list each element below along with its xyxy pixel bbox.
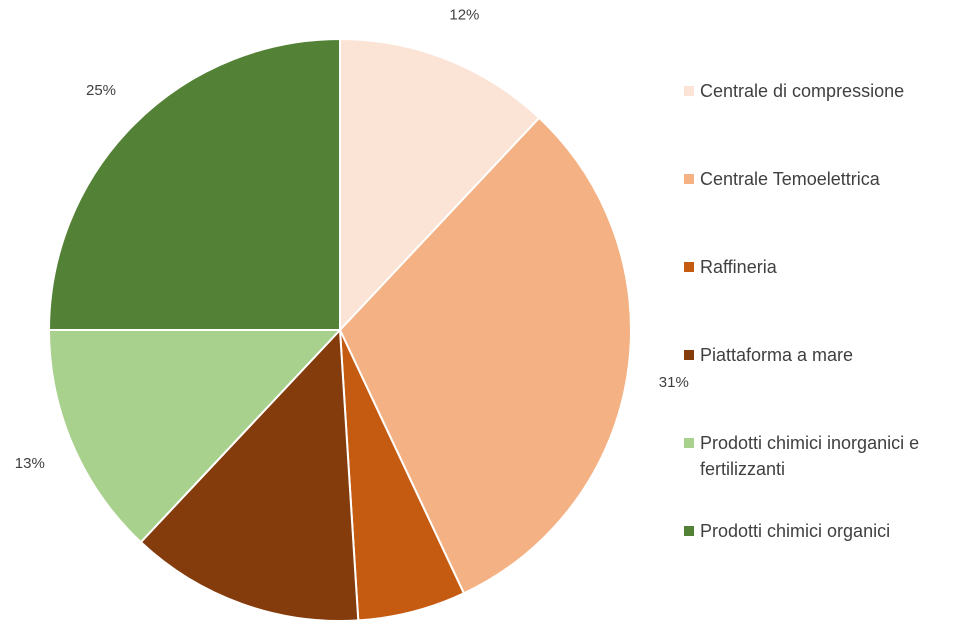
legend-label: Prodotti chimici inorganici e fertilizza… — [700, 433, 920, 479]
pie-slice — [139, 327, 360, 622]
slice-label: 31% — [659, 374, 689, 391]
slice-label: 12% — [449, 7, 479, 24]
legend-swatch — [684, 350, 694, 360]
pie-slice — [47, 329, 343, 544]
legend-item: Prodotti chimici organici — [684, 518, 969, 606]
legend-swatch — [684, 438, 694, 448]
legend-swatch — [684, 526, 694, 536]
slice-label: 25% — [86, 82, 116, 99]
legend-item: Centrale di compressione — [684, 78, 969, 166]
slice-label: 13% — [15, 455, 45, 472]
legend-label: Centrale Temoelettrica — [700, 169, 880, 189]
legend-item: Piattaforma a mare — [684, 342, 969, 430]
legend-item: Centrale Temoelettrica — [684, 166, 969, 254]
legend-label: Centrale di compressione — [700, 81, 905, 101]
legend-swatch — [684, 86, 694, 96]
legend-swatch — [684, 262, 694, 272]
legend-item: Raffineria — [684, 254, 969, 342]
legend-swatch — [684, 174, 694, 184]
legend-label: Prodotti chimici organici — [700, 521, 891, 541]
legend-label: Raffineria — [700, 257, 777, 277]
pie-slice — [338, 116, 632, 595]
legend-item: Prodotti chimici inorganici e fertilizza… — [684, 430, 969, 518]
legend-label: Piattaforma a mare — [700, 345, 854, 365]
pie-slice — [339, 37, 541, 333]
legend: Centrale di compressione Centrale Temoel… — [684, 78, 969, 606]
pie-slice — [47, 37, 341, 331]
